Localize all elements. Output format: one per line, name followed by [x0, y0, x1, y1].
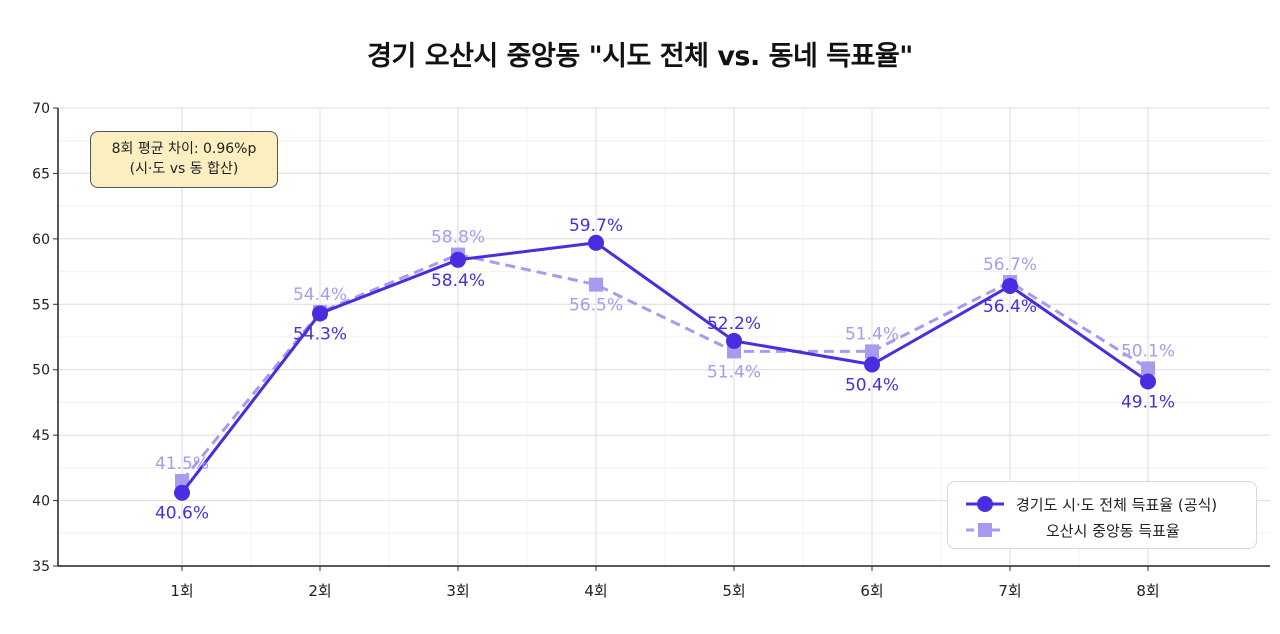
point-official-6: [1002, 277, 1018, 294]
point-official-2: [450, 251, 466, 268]
y-tick-label: 65: [32, 166, 50, 182]
data-label-local-1: 54.4%: [293, 285, 347, 305]
point-official-7: [1140, 373, 1156, 390]
series-line-1: [180, 253, 1149, 482]
data-label-local-6: 56.7%: [983, 255, 1037, 275]
y-tick-label: 55: [32, 297, 50, 313]
data-label-official-0: 40.6%: [155, 504, 209, 524]
data-label-local-2: 58.8%: [431, 228, 485, 248]
y-tick-label: 60: [32, 232, 50, 248]
y-tick-label: 35: [32, 559, 50, 575]
data-label-official-1: 54.3%: [293, 324, 347, 344]
point-official-4: [726, 332, 742, 349]
data-label-official-5: 50.4%: [845, 375, 899, 395]
annotation-line-2: (시·도 vs 동 합산): [129, 161, 239, 177]
data-label-official-3: 59.7%: [569, 216, 623, 236]
data-labels: 40.6% 41.5% 54.3% 54.4% 58.4% 58.8% 59.7% 56.5%…: [155, 216, 1175, 524]
legend-item-local: 오산시 중앙동 득표율: [966, 519, 1180, 541]
x-tick-label: 6회: [860, 582, 883, 600]
grid: [58, 107, 1270, 567]
annotation-box: 8회 평균 차이: 0.96%p (시·도 vs 동 합산): [90, 131, 278, 188]
y-tick-label: 70: [32, 101, 50, 117]
point-local-7: [1141, 361, 1155, 376]
series: [174, 234, 1156, 501]
annotation-line-1: 8회 평균 차이: 0.96%p: [111, 141, 257, 157]
y-tick-label: 40: [32, 494, 50, 510]
data-label-local-4: 51.4%: [707, 362, 761, 382]
data-label-local-3: 56.5%: [569, 296, 623, 316]
data-label-local-5: 51.4%: [845, 324, 899, 344]
legend-label-local: 오산시 중앙동 득표율: [1046, 521, 1180, 540]
data-label-local-0: 41.5%: [155, 454, 209, 474]
point-official-1: [312, 305, 328, 322]
point-local-0: [175, 473, 189, 488]
legend-item-official: 경기도 시·도 전체 득표율 (공식): [966, 493, 1217, 515]
legend-label-official: 경기도 시·도 전체 득표율 (공식): [1016, 495, 1218, 514]
y-tick-label: 50: [32, 363, 50, 379]
data-label-local-7: 50.1%: [1121, 341, 1175, 361]
x-tick-label: 2회: [308, 582, 331, 600]
data-label-official-2: 58.4%: [431, 271, 485, 291]
y-tick-label: 45: [32, 428, 50, 444]
legend-marker-square: [966, 523, 1004, 537]
data-label-official-6: 56.4%: [983, 297, 1037, 317]
point-local-3: [589, 277, 603, 292]
x-tick-label: 3회: [446, 582, 469, 600]
x-tick-label: 1회: [170, 582, 193, 600]
point-official-5: [864, 356, 880, 373]
point-official-0: [174, 484, 190, 501]
point-official-3: [588, 234, 604, 251]
axes: 35 40 45 50 55 60 65 70 1회 2회 3회 4회 5회 6회 7회 8회: [32, 101, 1270, 600]
series-line-0: [180, 241, 1149, 494]
x-tick-label: 8회: [1136, 582, 1159, 600]
legend-marker-circle: [966, 496, 1004, 512]
x-tick-label: 7회: [998, 582, 1021, 600]
x-tick-label: 5회: [722, 582, 745, 600]
x-tick-label: 4회: [584, 582, 607, 600]
legend: 경기도 시·도 전체 득표율 (공식) 오산시 중앙동 득표율: [947, 481, 1257, 549]
data-label-official-4: 52.2%: [707, 314, 761, 334]
chart-title: 경기 오산시 중앙동 "시도 전체 vs. 동네 득표율": [367, 41, 913, 72]
data-label-official-7: 49.1%: [1121, 392, 1175, 412]
point-local-5: [865, 344, 879, 359]
